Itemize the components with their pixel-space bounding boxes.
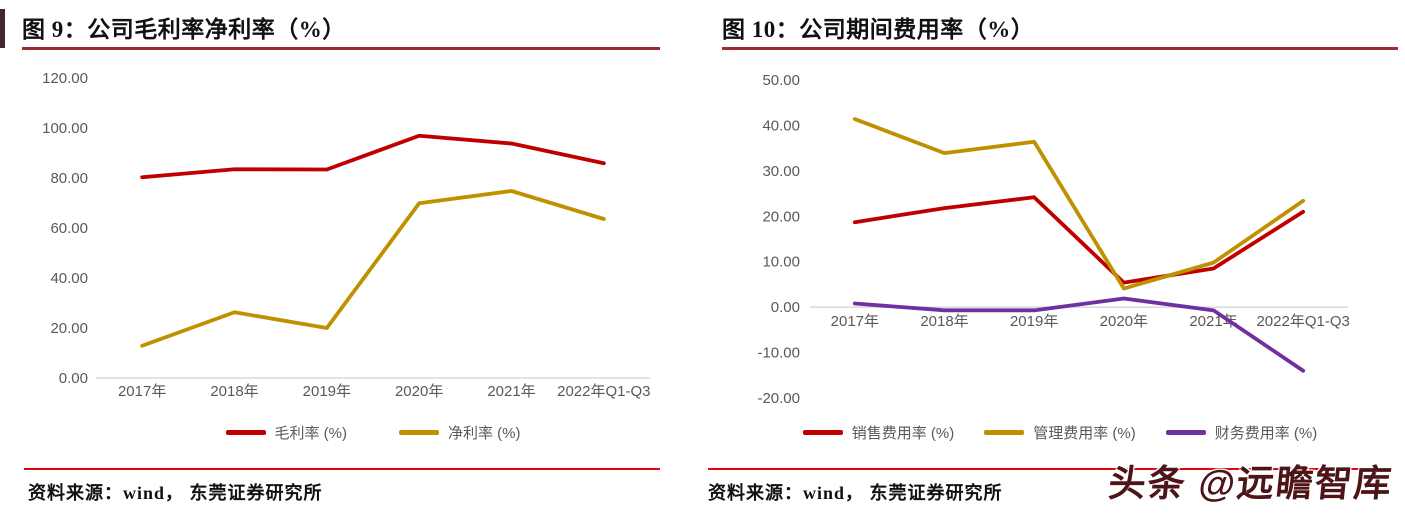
x-category-label: 2020年 <box>395 383 443 400</box>
figure-title: 图 10：公司期间费用率（%） <box>722 17 1035 42</box>
source-divider <box>24 468 660 470</box>
legend-item: 净利率 (%) <box>399 422 521 443</box>
legend-label: 管理费用率 (%) <box>1033 425 1136 442</box>
y-tick-label: 0.00 <box>771 299 800 316</box>
legend-line-swatch <box>1165 430 1206 435</box>
x-category-label: 2018年 <box>920 313 968 330</box>
margin-line-chart: 0.00 20.00 40.00 60.00 80.00 100.00 120.00 2017… <box>42 70 650 400</box>
source-note: 资料来源：wind， 东莞证券研究所 <box>708 483 1003 503</box>
x-category-label: 2019年 <box>303 383 351 400</box>
y-tick-label: 20.00 <box>762 208 800 225</box>
source-note: 资料来源：wind， 东莞证券研究所 <box>28 483 323 503</box>
y-tick-label: 80.00 <box>50 170 88 187</box>
title-underline <box>22 47 660 50</box>
y-tick-label: 100.00 <box>42 120 88 137</box>
legend-line-swatch <box>984 430 1025 435</box>
y-tick-label: 40.00 <box>50 270 88 287</box>
x-category-label: 2018年 <box>210 383 258 400</box>
legend-item: 毛利率 (%) <box>225 422 348 443</box>
legend-label: 毛利率 (%) <box>274 425 348 442</box>
series-line <box>852 117 1306 291</box>
x-category-label: 2017年 <box>118 383 166 400</box>
figure-title: 图 9：公司毛利率净利率（%） <box>22 17 346 42</box>
y-tick-label: 10.00 <box>762 254 800 271</box>
legend-line-swatch <box>399 430 439 435</box>
y-tick-label: 50.00 <box>762 72 800 89</box>
title-underline <box>722 47 1398 50</box>
x-category-label: 2021年 <box>487 383 535 400</box>
series-line <box>140 133 606 180</box>
expense-line-chart: -20.00 -10.00 0.00 10.00 20.00 30.00 40.00 50.0… <box>757 72 1349 407</box>
x-category-label: 2022年Q1-Q3 <box>1256 313 1349 330</box>
panel-gross-net-margin: 图 9：公司毛利率净利率（%） 0.00 20.00 40.00 60.00 80.00… <box>0 0 697 515</box>
legend-line-swatch <box>802 430 843 435</box>
y-tick-label: 20.00 <box>50 320 88 337</box>
x-category-label: 2017年 <box>831 313 879 330</box>
source-divider <box>708 468 1390 470</box>
series-line <box>852 195 1306 285</box>
legend-label: 净利率 (%) <box>448 425 521 442</box>
x-category-label: 2022年Q1-Q3 <box>557 383 650 400</box>
legend-label: 销售费用率 (%) <box>851 425 955 442</box>
y-tick-label: 120.00 <box>42 70 88 87</box>
legend-line-swatch <box>225 430 266 435</box>
series-line <box>140 189 606 348</box>
chart-legend: 销售费用率 (%) 管理费用率 (%) 财务费用率 (%) <box>760 422 1360 443</box>
panel-expense-ratios: 图 10：公司期间费用率（%） -20.00 -10.00 0.00 10.00 20.… <box>700 0 1405 515</box>
legend-label: 财务费用率 (%) <box>1214 425 1318 442</box>
y-tick-label: 0.00 <box>59 370 88 387</box>
x-category-label: 2020年 <box>1100 313 1148 330</box>
legend-item: 财务费用率 (%) <box>1165 422 1318 443</box>
legend-item: 管理费用率 (%) <box>984 422 1136 443</box>
series-line <box>852 296 1306 373</box>
y-tick-label: 30.00 <box>762 163 800 180</box>
y-tick-label: -10.00 <box>757 345 800 362</box>
y-tick-label: -20.00 <box>757 390 800 407</box>
y-tick-label: 60.00 <box>50 220 88 237</box>
chart-legend: 毛利率 (%) 净利率 (%) <box>96 422 650 443</box>
x-category-label: 2019年 <box>1010 313 1058 330</box>
y-tick-label: 40.00 <box>762 117 800 134</box>
legend-item: 销售费用率 (%) <box>802 422 955 443</box>
title-accent-bar <box>0 9 5 48</box>
watermark: 头条 @远瞻智库 <box>1106 463 1395 504</box>
